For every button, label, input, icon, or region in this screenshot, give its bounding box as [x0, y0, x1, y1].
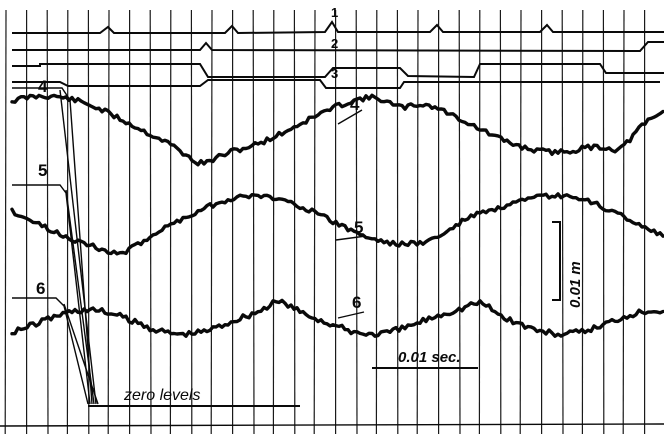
trace-5-left-label: 5 — [38, 161, 47, 180]
trace-5 — [10, 192, 664, 256]
time-grid-line — [107, 9, 110, 435]
trace-6-label-tick — [337, 311, 365, 319]
time-grid-line — [149, 9, 152, 435]
marker-trace-3 — [12, 63, 664, 79]
amplitude-scale-label: 0.01 m — [567, 261, 584, 308]
marker-trace-1 — [12, 20, 664, 35]
zero-leader-5b — [65, 189, 95, 405]
trace-6 — [10, 298, 664, 338]
marker-3-label: 3 — [331, 66, 338, 81]
trace-6-left-label: 6 — [36, 279, 45, 298]
amplitude-scale-bar — [552, 221, 561, 301]
time-grid-lines — [4, 9, 646, 435]
zero-leader-5 — [12, 184, 91, 405]
trace-4-left-label: 4 — [38, 77, 48, 96]
trace-5-right-label: 5 — [354, 218, 363, 237]
marker-2-label: 2 — [331, 36, 338, 51]
trace-4-right-label: 4 — [350, 95, 360, 114]
time-grid-line — [313, 9, 316, 435]
trace-6-right-label: 6 — [352, 293, 361, 312]
time-grid-line — [622, 9, 625, 435]
zero-leader-4 — [12, 87, 93, 405]
marker-1-label: 1 — [331, 5, 338, 20]
time-grid-line — [519, 9, 522, 435]
bottom-baseline — [0, 423, 664, 427]
time-grid-line — [416, 9, 419, 435]
trace-5-label-tick — [335, 235, 367, 241]
time-grid-line — [4, 9, 7, 435]
zero-leader-6b — [63, 303, 99, 405]
marker-trace-3-step — [12, 79, 660, 89]
marker-trace-2 — [12, 41, 664, 53]
zero-levels-label: zero levels — [123, 387, 200, 404]
time-grid-line — [252, 9, 255, 435]
time-grid-line — [355, 9, 358, 435]
time-grid-line — [210, 9, 213, 435]
time-grid-line — [561, 9, 564, 435]
trace-4 — [10, 93, 664, 167]
trace-4-label-tick — [337, 109, 363, 125]
zero-leader-6 — [12, 297, 89, 405]
time-grid-line — [46, 9, 49, 435]
zero-leader-4b — [59, 89, 97, 405]
time-scale-label: 0.01 sec. — [398, 349, 461, 366]
